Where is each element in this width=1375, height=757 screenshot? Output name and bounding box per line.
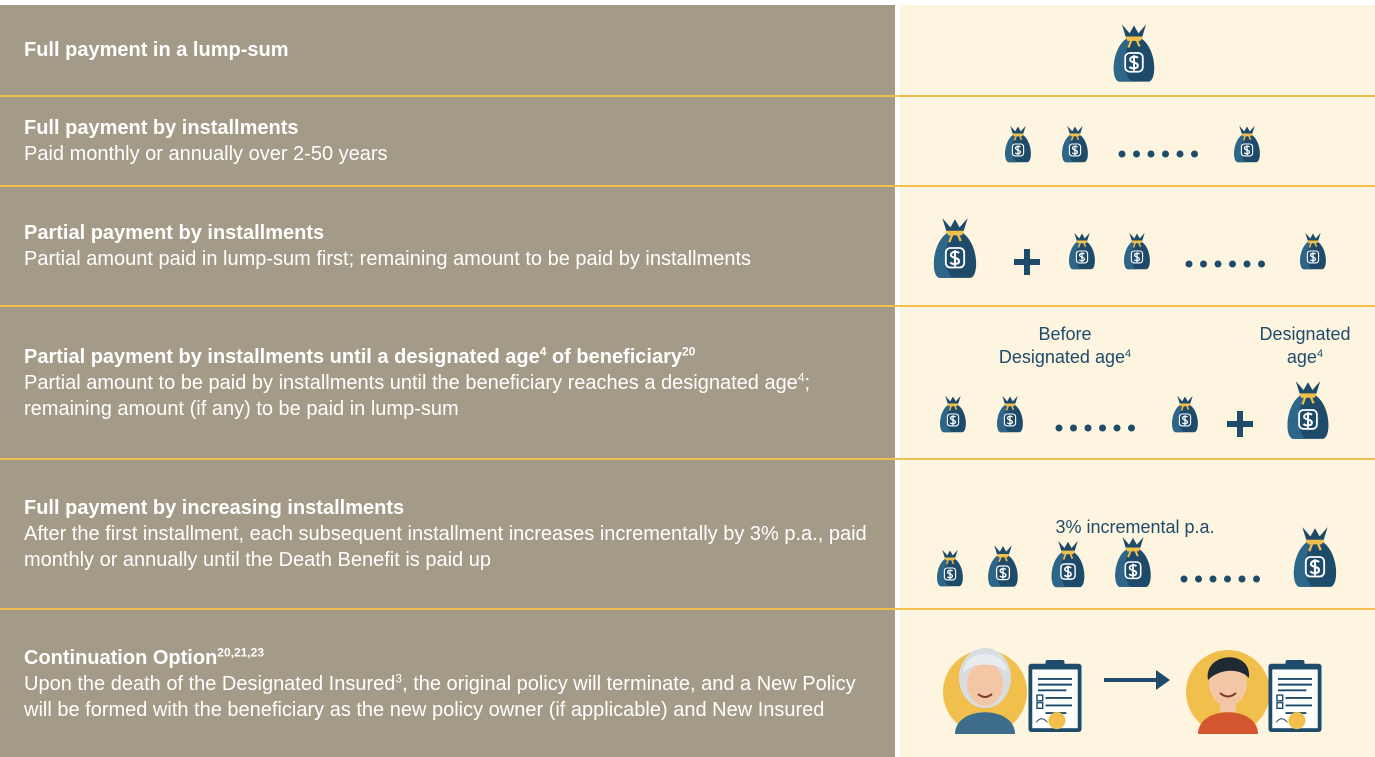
installments-icon xyxy=(1004,125,1261,163)
text: Paid monthly or annually over 2-50 years xyxy=(24,143,388,165)
row-text: Full payment by increasing installments A… xyxy=(0,460,895,608)
row-text: Continuation Option20,21,23 Upon the deat… xyxy=(0,610,895,757)
text: Partial amount paid in lump-sum first; r… xyxy=(24,248,752,270)
illustration-cell xyxy=(899,97,1375,185)
row-title: Full payment by installments xyxy=(24,115,881,141)
superscript: 20,21,23 xyxy=(217,644,264,659)
row-description: Upon the death of the Designated Insured… xyxy=(24,671,881,723)
row: Continuation Option20,21,23 Upon the deat… xyxy=(0,610,1375,757)
illustration-label: 3% incremental p.a. xyxy=(1055,517,1214,537)
text: 3% incremental p.a. xyxy=(1055,517,1214,537)
row: Full payment in a lump-sum xyxy=(0,5,1375,97)
continuation-icon xyxy=(943,648,1323,734)
text: Designated xyxy=(1259,324,1350,344)
text: Designated age xyxy=(999,347,1125,367)
partial-installments-icon xyxy=(932,216,1327,280)
illustration-label: age4 xyxy=(1287,347,1323,367)
payment-options-table: Full payment in a lump-sum Full payment … xyxy=(0,5,1375,757)
lump-sum-icon xyxy=(1112,23,1156,83)
row: Partial payment by installments until a … xyxy=(0,307,1375,460)
row-description: Partial amount to be paid by installment… xyxy=(24,370,881,422)
row-title: Partial payment by installments xyxy=(24,220,881,246)
row-description: Partial amount paid in lump-sum first; r… xyxy=(24,246,881,272)
illustration-label: Designated age4 xyxy=(999,347,1131,367)
text: Full payment by increasing installments xyxy=(24,497,405,519)
illustration-label: Designated xyxy=(1259,324,1350,344)
text: Partial payment by installments xyxy=(24,222,325,244)
row-description: Paid monthly or annually over 2-50 years xyxy=(24,141,881,167)
superscript: 3 xyxy=(395,670,403,685)
designated-age-icon xyxy=(939,379,1330,441)
row: Full payment by installments Paid monthly… xyxy=(0,97,1375,187)
superscript: 4 xyxy=(1125,348,1131,360)
text: Partial payment by installments until a … xyxy=(24,345,540,368)
text: Upon the death of the Designated Insured xyxy=(24,672,396,695)
text: Partial amount to be paid by installment… xyxy=(24,371,798,394)
row-title: Full payment by increasing installments xyxy=(24,495,881,521)
row-text: Full payment by installments Paid monthly… xyxy=(0,97,895,185)
row-text: Partial payment by installments until a … xyxy=(0,307,895,458)
text: Before xyxy=(1038,324,1091,344)
row-title: Partial payment by installments until a … xyxy=(24,344,881,370)
superscript: 4 xyxy=(539,343,547,358)
illustration-label: Before xyxy=(1038,324,1091,344)
superscript: 4 xyxy=(797,369,805,384)
row-text: Full payment in a lump-sum xyxy=(0,5,895,95)
text: Full payment in a lump-sum xyxy=(24,39,289,61)
text: Full payment by installments xyxy=(24,117,299,139)
text: of beneficiary xyxy=(546,345,682,368)
superscript: 20 xyxy=(682,343,696,358)
text: After the first installment, each subseq… xyxy=(24,523,867,571)
text: Continuation Option xyxy=(24,646,218,669)
text: ; remaining amount (if any) to be paid i… xyxy=(24,371,811,420)
superscript: 4 xyxy=(1317,348,1323,360)
row-title: Continuation Option20,21,23 xyxy=(24,645,881,671)
row-description: After the first installment, each subseq… xyxy=(24,521,881,573)
text: age xyxy=(1287,347,1317,367)
row: Full payment by increasing installments A… xyxy=(0,460,1375,610)
row-text: Partial payment by installments Partial a… xyxy=(0,187,895,305)
row-title: Full payment in a lump-sum xyxy=(24,37,881,63)
row: Partial payment by installments Partial a… xyxy=(0,187,1375,307)
text: , the original policy will terminate, an… xyxy=(24,672,856,721)
